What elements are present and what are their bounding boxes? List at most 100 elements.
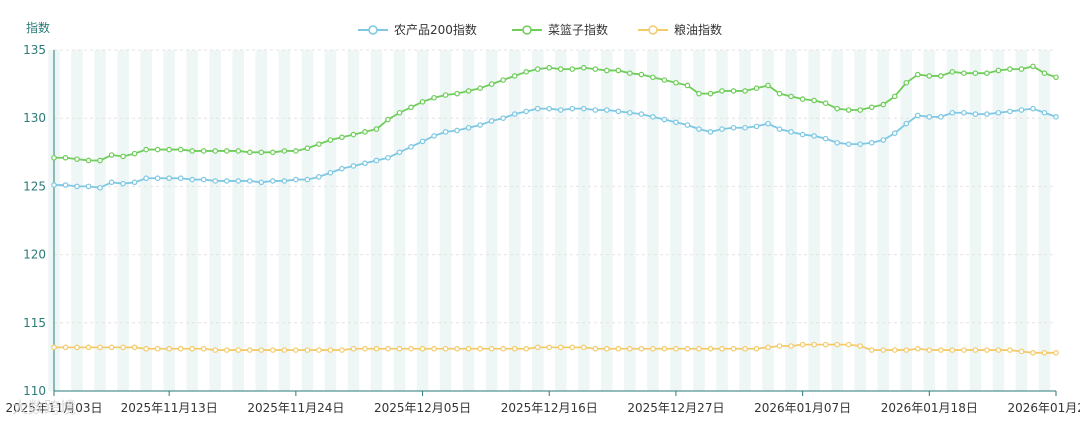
data-point[interactable] [557,66,564,72]
data-point[interactable] [143,146,149,153]
data-point[interactable] [442,345,449,352]
data-point[interactable] [108,152,115,158]
data-point[interactable] [534,66,541,72]
data-point[interactable] [258,179,265,186]
data-point[interactable] [166,175,172,182]
data-point[interactable] [442,129,449,135]
data-point[interactable] [488,118,495,124]
data-point[interactable] [154,345,161,352]
data-point[interactable] [488,345,495,352]
data-point[interactable] [97,184,103,191]
data-point[interactable] [822,341,829,348]
data-point[interactable] [627,109,633,116]
data-point[interactable] [788,129,794,135]
data-point[interactable] [1007,108,1013,115]
data-point[interactable] [51,154,57,161]
data-point[interactable] [880,137,887,143]
data-point[interactable] [442,92,449,98]
data-point[interactable] [270,178,276,184]
data-point[interactable] [465,88,472,94]
data-point[interactable] [373,157,380,164]
data-point[interactable] [822,135,829,142]
data-point[interactable] [85,344,92,351]
data-point[interactable] [627,70,633,76]
data-point[interactable] [235,347,242,353]
data-point[interactable] [834,139,840,146]
data-point[interactable] [408,144,414,150]
data-point[interactable] [293,148,299,154]
data-point[interactable] [903,79,910,86]
data-point[interactable] [500,115,506,122]
data-point[interactable] [580,64,587,71]
data-point[interactable] [327,169,334,176]
data-point[interactable] [811,97,817,104]
data-point[interactable] [891,93,898,100]
data-point[interactable] [339,165,345,172]
data-point[interactable] [293,347,299,353]
data-point[interactable] [557,344,564,351]
data-point[interactable] [304,347,311,353]
data-point[interactable] [316,347,322,353]
data-point[interactable] [868,347,875,353]
data-point[interactable] [615,108,622,115]
data-point[interactable] [696,90,702,97]
data-point[interactable] [1041,109,1048,116]
data-point[interactable] [753,123,760,130]
data-point[interactable] [1053,350,1059,356]
data-point[interactable] [419,345,426,352]
data-point[interactable] [914,345,921,352]
data-point[interactable] [212,148,219,154]
data-point[interactable] [707,129,714,135]
data-point[interactable] [200,345,207,352]
data-point[interactable] [868,104,875,111]
data-point[interactable] [431,133,437,139]
data-point[interactable] [891,130,898,137]
data-point[interactable] [592,107,599,113]
data-point[interactable] [74,344,80,351]
data-point[interactable] [753,345,760,352]
data-point[interactable] [339,134,345,141]
data-point[interactable] [258,347,265,353]
data-point[interactable] [684,345,691,352]
data-point[interactable] [189,176,196,183]
data-point[interactable] [661,345,668,352]
data-point[interactable] [1018,107,1025,113]
data-point[interactable] [350,345,357,352]
data-point[interactable] [166,146,172,153]
data-point[interactable] [742,88,748,94]
data-point[interactable] [62,344,69,351]
data-point[interactable] [972,347,979,353]
data-point[interactable] [972,70,979,76]
data-point[interactable] [511,345,518,352]
data-point[interactable] [834,341,840,348]
data-point[interactable] [477,85,483,91]
data-point[interactable] [223,178,230,184]
data-point[interactable] [1030,350,1036,356]
data-point[interactable] [1007,347,1013,353]
data-point[interactable] [615,67,622,74]
data-point[interactable] [569,105,576,112]
data-point[interactable] [765,344,771,351]
data-point[interactable] [742,124,748,131]
data-point[interactable] [327,347,334,353]
data-point[interactable] [799,341,806,348]
data-point[interactable] [200,176,207,183]
data-point[interactable] [788,93,794,100]
data-point[interactable] [362,345,368,352]
data-point[interactable] [949,347,956,353]
data-point[interactable] [949,69,956,75]
data-point[interactable] [258,149,265,156]
data-point[interactable] [857,107,864,113]
data-point[interactable] [1053,74,1059,81]
data-point[interactable] [362,160,368,167]
data-point[interactable] [799,131,806,138]
data-point[interactable] [131,179,138,186]
data-point[interactable] [765,82,771,89]
data-point[interactable] [465,345,472,352]
data-point[interactable] [730,345,737,352]
data-point[interactable] [891,347,898,353]
data-point[interactable] [235,148,242,154]
data-point[interactable] [903,120,910,127]
data-point[interactable] [62,182,69,188]
data-point[interactable] [776,126,783,132]
